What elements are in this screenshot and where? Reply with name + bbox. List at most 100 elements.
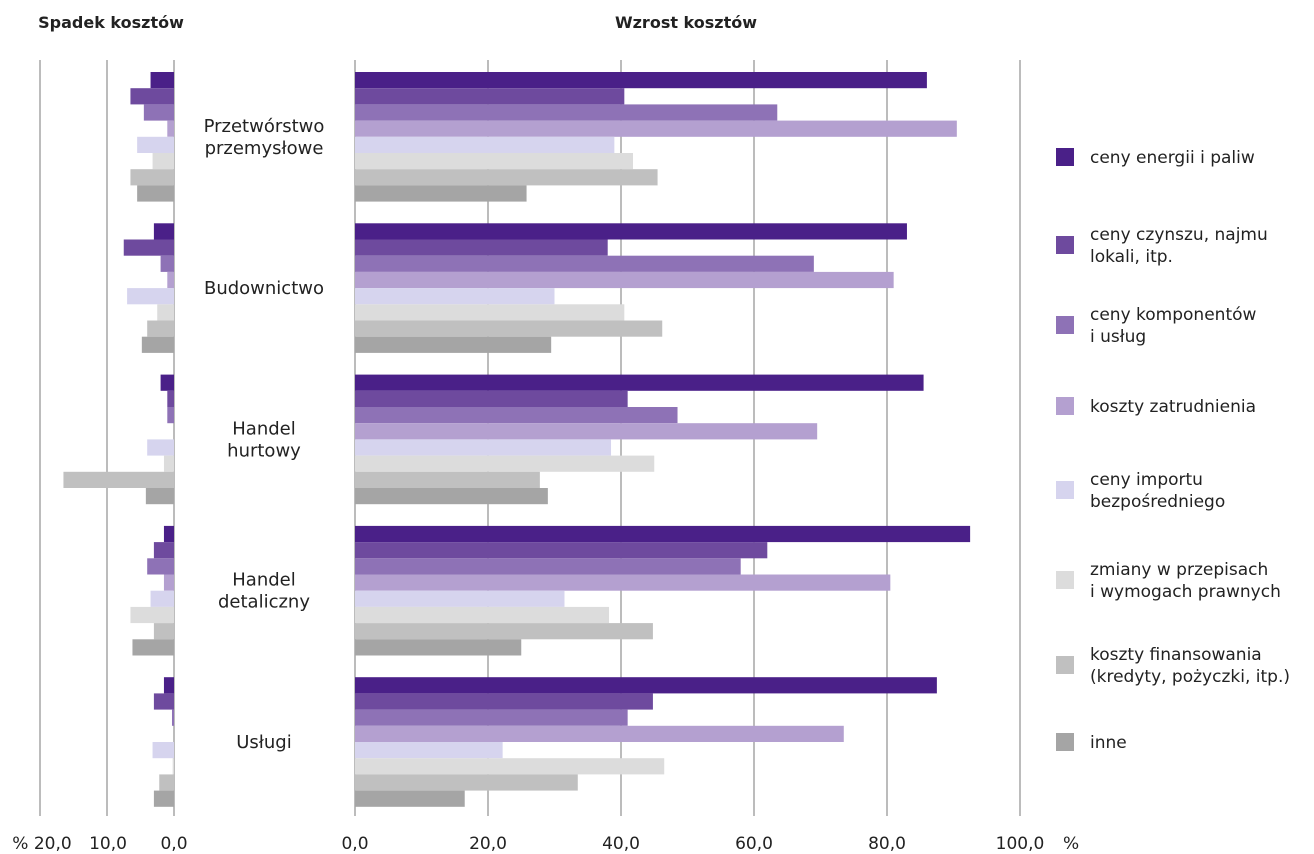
legend-swatch xyxy=(1056,236,1074,254)
decrease-bar xyxy=(143,104,174,121)
increase-bar xyxy=(355,488,548,505)
bars xyxy=(63,72,971,807)
increase-bar xyxy=(355,693,653,710)
decrease-bar xyxy=(153,790,174,807)
decrease-bar xyxy=(145,488,174,505)
increase-bar xyxy=(355,742,503,759)
right-tick-label: 100,0 xyxy=(996,834,1045,854)
legend: ceny energii i paliw ceny czynszu, najmul… xyxy=(1056,148,1290,753)
category-label: przemysłowe xyxy=(205,138,324,159)
decrease-bar xyxy=(153,623,174,640)
decrease-bar xyxy=(147,439,174,456)
increase-bar xyxy=(355,239,608,256)
increase-bar xyxy=(355,320,663,337)
decrease-bar xyxy=(171,709,174,726)
increase-bar xyxy=(355,758,665,775)
legend-label: koszty zatrudnienia xyxy=(1090,397,1256,417)
increase-bar xyxy=(355,725,844,742)
decrease-bar xyxy=(157,304,174,321)
left-panel-title: Spadek kosztów xyxy=(38,13,184,32)
legend-swatch xyxy=(1056,571,1074,589)
legend-label: bezpośredniego xyxy=(1090,492,1225,512)
decrease-bar xyxy=(150,590,174,607)
right-tick-label: 40,0 xyxy=(602,834,640,854)
increase-bar xyxy=(355,574,891,591)
legend-label: ceny energii i paliw xyxy=(1090,148,1255,168)
increase-bar xyxy=(355,606,610,624)
legend-swatch xyxy=(1056,316,1074,334)
increase-bar xyxy=(355,255,814,272)
right-tick-label: 60,0 xyxy=(735,834,773,854)
category-label: Handel xyxy=(232,570,295,591)
decrease-bar xyxy=(153,693,174,710)
increase-bar xyxy=(355,390,628,407)
category-label: hurtowy xyxy=(227,440,301,461)
increase-bar xyxy=(355,525,971,543)
legend-swatch xyxy=(1056,656,1074,674)
increase-bar xyxy=(355,304,625,321)
increase-bar xyxy=(355,153,633,170)
right-tick-label: 20,0 xyxy=(469,834,507,854)
decrease-bar xyxy=(137,185,174,202)
gridlines xyxy=(39,60,1021,816)
increase-bar xyxy=(355,169,658,186)
decrease-bar xyxy=(147,558,174,575)
increase-bar xyxy=(355,88,625,105)
legend-label: ceny importu xyxy=(1090,470,1203,490)
decrease-bar xyxy=(163,574,174,591)
axis-tick-labels: % 20,0 10,0 0,0 0,0 20,0 40,0 60,0 80,0 100,0% xyxy=(12,834,1079,854)
category-label: Budownictwo xyxy=(204,278,324,299)
decrease-bar xyxy=(153,542,174,559)
decrease-bar xyxy=(160,374,174,391)
legend-swatch xyxy=(1056,397,1074,415)
increase-bar xyxy=(355,774,578,791)
decrease-bar xyxy=(163,525,174,543)
decrease-bar xyxy=(167,390,174,407)
increase-bar xyxy=(355,455,655,472)
decrease-bar xyxy=(153,223,174,240)
decrease-bar xyxy=(123,239,174,256)
decrease-bar xyxy=(172,758,174,775)
decrease-bar xyxy=(160,255,174,272)
category-label: Handel xyxy=(232,418,295,439)
increase-bar xyxy=(355,439,612,456)
legend-swatch xyxy=(1056,481,1074,499)
legend-label: koszty finansowania xyxy=(1090,645,1262,665)
legend-label: lokali, itp. xyxy=(1090,247,1173,267)
left-tick-label: % 20,0 xyxy=(12,834,71,854)
right-tick-label: 80,0 xyxy=(868,834,906,854)
decrease-bar xyxy=(167,407,174,424)
increase-bar xyxy=(355,136,615,153)
decrease-bar xyxy=(152,742,174,759)
right-axis-unit: % xyxy=(1063,834,1079,854)
increase-bar xyxy=(355,271,894,289)
increase-bar xyxy=(355,336,552,353)
legend-swatch xyxy=(1056,148,1074,166)
decrease-bar xyxy=(137,136,174,153)
legend-label: zmiany w przepisach xyxy=(1090,560,1268,580)
legend-label: inne xyxy=(1090,733,1127,753)
category-label: Przetwórstwo xyxy=(204,116,325,137)
decrease-bar xyxy=(132,639,174,656)
legend-swatch xyxy=(1056,733,1074,751)
decrease-bar xyxy=(130,606,174,624)
legend-label: i wymogach prawnych xyxy=(1090,582,1281,602)
increase-bar xyxy=(355,374,924,391)
decrease-bar xyxy=(159,774,174,791)
increase-bar xyxy=(355,223,907,240)
increase-bar xyxy=(355,639,522,656)
increase-bar xyxy=(355,72,927,89)
decrease-bar xyxy=(167,271,174,289)
decrease-bar xyxy=(130,169,174,186)
right-tick-label: 0,0 xyxy=(341,834,368,854)
increase-bar xyxy=(355,471,540,488)
left-tick-label: 10,0 xyxy=(89,834,127,854)
increase-bar xyxy=(355,288,555,305)
increase-bar xyxy=(355,677,937,694)
increase-bar xyxy=(355,623,653,640)
increase-bar xyxy=(355,423,818,440)
legend-label: ceny komponentów xyxy=(1090,305,1257,325)
increase-bar xyxy=(355,558,741,575)
